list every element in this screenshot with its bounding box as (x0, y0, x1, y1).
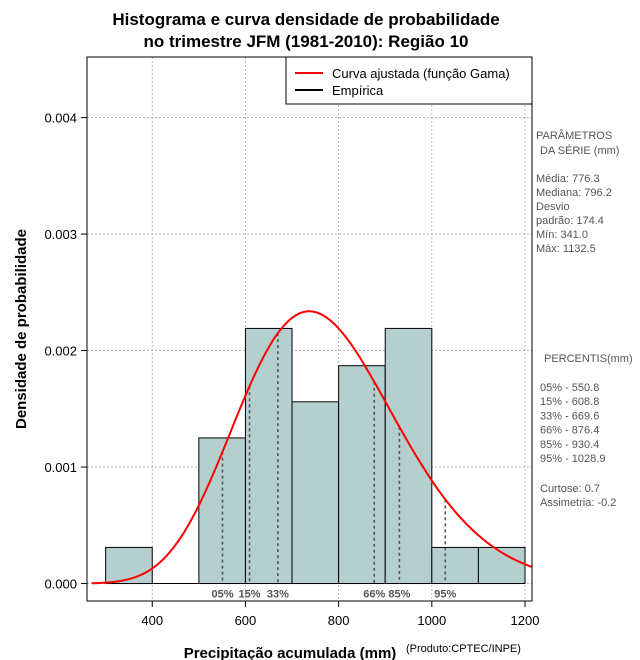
legend: Curva ajustada (função Gama) Empírica (285, 56, 533, 105)
percentile-label-5: 95% (434, 589, 456, 601)
y-tick-label-0: 0.000 (44, 577, 77, 592)
fitted-gamma-curve (91, 310, 533, 585)
legend-label-empirical: Empírica (332, 83, 384, 98)
percentil-line-1: 15% - 608.8 (540, 396, 599, 408)
chart-title-line-1: Histograma e curva densidade de probabil… (112, 10, 499, 29)
x-tick-label-2: 800 (328, 613, 350, 628)
y-tick-label-2: 0.002 (44, 344, 77, 359)
histogram-bars (105, 327, 526, 585)
percentile-label-1: 15% (239, 589, 261, 601)
param-line-2: Desvio (536, 201, 570, 213)
percentile-label-3: 66% (363, 589, 385, 601)
chart-title-line-2: no trimestre JFM (1981-2010): Região 10 (143, 32, 468, 51)
percentile-label-4: 85% (388, 589, 410, 601)
y-axis: 0.000 0.001 0.002 0.003 0.004 (44, 111, 87, 592)
x-tick-label-4: 1200 (511, 613, 540, 628)
stats-list: Curtose: 0.7 Assimetria: -0.2 (540, 483, 616, 509)
x-axis: 400 600 800 1000 1200 (141, 601, 539, 628)
histogram-bar-2 (244, 327, 293, 585)
param-line-4: Mín: 341.0 (536, 229, 588, 241)
histogram-bar-6 (431, 546, 479, 585)
y-axis-title: Densidade de probabilidade (13, 229, 30, 429)
param-line-3: padrão: 174.4 (536, 215, 604, 227)
y-tick-label-1: 0.001 (44, 460, 77, 475)
x-axis-title: Precipitação acumulada (mm) (184, 645, 397, 660)
percentile-label-0: 05% (211, 589, 233, 601)
percentil-line-5: 95% - 1028.9 (540, 453, 605, 465)
x-tick-label-0: 400 (141, 613, 163, 628)
legend-box (285, 56, 533, 105)
percentis-list: 05% - 550.8 15% - 608.8 33% - 669.6 66% - 8… (540, 382, 605, 465)
param-line-1: Mediana: 796.2 (536, 187, 612, 199)
histogram-bar-3 (291, 401, 340, 585)
x-tick-label-3: 1000 (417, 613, 446, 628)
y-tick-label-4: 0.004 (44, 111, 77, 126)
legend-label-curve: Curva ajustada (função Gama) (332, 66, 510, 81)
histogram-bar-5 (384, 327, 433, 585)
params-header-line-1: PARÂMETROS (536, 129, 612, 142)
params-header-line-2: DA SÉRIE (mm) (540, 144, 619, 157)
percentile-lines (221, 333, 447, 584)
side-panel: PARÂMETROS DA SÉRIE (mm) Média: 776.3 Med… (536, 129, 633, 509)
percentil-line-4: 85% - 930.4 (540, 439, 599, 451)
param-line-0: Média: 776.3 (536, 173, 600, 185)
histogram-bar-4 (338, 365, 386, 585)
x-tick-label-1: 600 (235, 613, 257, 628)
percentile-label-2: 33% (267, 589, 289, 601)
y-tick-label-3: 0.003 (44, 227, 77, 242)
percentil-line-2: 33% - 669.6 (540, 410, 599, 422)
param-line-5: Máx: 1132.5 (536, 243, 596, 255)
credit-text: (Produto:CPTEC/INPE) (406, 643, 521, 655)
percentil-line-3: 66% - 876.4 (540, 425, 599, 437)
stat-line-1: Assimetria: -0.2 (540, 497, 616, 509)
stat-line-0: Curtose: 0.7 (540, 483, 600, 495)
percentil-line-0: 05% - 550.8 (540, 382, 599, 394)
histogram-bar-0 (105, 546, 153, 585)
percentile-labels: 05% 15% 33% 66% 85% 95% (211, 589, 456, 601)
params-list: Média: 776.3 Mediana: 796.2 Desvio padrão: … (536, 173, 612, 255)
percentis-header: PERCENTIS(mm) (544, 353, 633, 365)
